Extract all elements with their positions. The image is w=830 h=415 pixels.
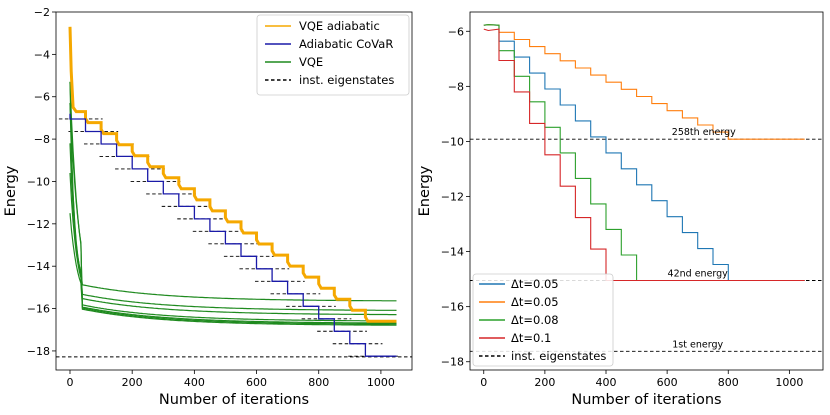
y-tick-label: −6 xyxy=(34,91,50,104)
x-tick-label: 400 xyxy=(596,376,617,389)
legend-label: Δt=0.08 xyxy=(511,313,559,327)
energy-annotation: 1st energy xyxy=(672,339,723,350)
dt-series-line xyxy=(483,24,805,140)
energy-annotation: 42nd energy xyxy=(668,269,729,280)
left-chart: 0 200 400 600 800 1000 −18 −16 −14 −12 −10 −8 −6 −4 −2… xyxy=(3,6,413,408)
y-tick-label: −18 xyxy=(27,345,50,358)
x-tick-label: 800 xyxy=(308,376,329,389)
vqe-run-line xyxy=(69,103,397,326)
dt-series-line xyxy=(483,24,805,282)
legend-box xyxy=(256,14,410,96)
x-tick-label: 600 xyxy=(657,376,678,389)
y-tick-label: −12 xyxy=(441,191,464,204)
vqe-run-line xyxy=(69,81,397,302)
x-tick-label: 200 xyxy=(534,376,555,389)
legend-label: Δt=0.1 xyxy=(511,331,551,345)
legend: VQE adiabatic Adiabatic CoVaR VQE inst. eig… xyxy=(256,14,410,96)
x-tick-label: 1000 xyxy=(775,376,803,389)
vqe-run-line xyxy=(69,103,397,311)
y-axis-label: Energy xyxy=(3,165,19,216)
plot-area xyxy=(56,26,412,358)
vqe-run-line xyxy=(69,143,397,316)
y-tick-label: −10 xyxy=(441,135,464,148)
adiabatic-covar-line xyxy=(69,113,397,357)
x-axis-label: Number of iterations xyxy=(159,392,309,408)
dt-series-line xyxy=(483,24,805,282)
legend: Δt=0.05 Δt=0.05 Δt=0.08 Δt=0.1 inst. eigenst… xyxy=(472,273,614,367)
y-tick-label: −10 xyxy=(27,175,50,188)
y-tick-label: −4 xyxy=(34,48,50,61)
y-tick-label: −14 xyxy=(441,246,464,259)
legend-label: VQE xyxy=(299,55,323,69)
legend-label: Δt=0.05 xyxy=(511,277,559,291)
dt-series-line xyxy=(483,28,805,282)
vqe-run-line xyxy=(69,213,397,324)
y-axis-label: Energy xyxy=(417,165,433,216)
vqe-adiabatic-line xyxy=(68,26,397,323)
x-tick-label: 400 xyxy=(184,376,205,389)
x-tick-label: 0 xyxy=(480,376,487,389)
vqe-run-line xyxy=(69,172,397,322)
y-tick-label: −18 xyxy=(441,356,464,369)
legend-label: Adiabatic CoVaR xyxy=(299,37,393,51)
legend-label: inst. eigenstates xyxy=(299,73,394,87)
x-tick-label: 0 xyxy=(66,376,73,389)
y-tick-label: −16 xyxy=(27,303,50,316)
energy-annotation: 258th energy xyxy=(672,127,736,138)
x-tick-label: 600 xyxy=(246,376,267,389)
y-tick-label: −16 xyxy=(441,301,464,314)
right-chart: 0 200 400 600 800 1000 −18 −16 −14 −12 −10 −8 −6 Numb… xyxy=(417,11,824,408)
axes-frame xyxy=(469,11,824,371)
plot-area xyxy=(470,24,823,352)
y-tick-label: −12 xyxy=(27,218,50,231)
legend-label: VQE adiabatic xyxy=(299,19,380,33)
y-tick-label: −8 xyxy=(448,80,464,93)
vqe-run-line xyxy=(69,81,397,325)
x-axis-label: Number of iterations xyxy=(571,392,721,408)
legend-label: inst. eigenstates xyxy=(511,349,606,363)
y-tick-label: −6 xyxy=(448,25,464,38)
y-tick-label: −2 xyxy=(34,6,50,19)
y-tick-label: −8 xyxy=(34,133,50,146)
legend-label: Δt=0.05 xyxy=(511,295,559,309)
legend-box xyxy=(472,273,614,367)
y-tick-label: −14 xyxy=(27,260,50,273)
x-tick-label: 1000 xyxy=(367,376,395,389)
axes-frame xyxy=(55,11,413,371)
x-tick-label: 800 xyxy=(718,376,739,389)
x-tick-label: 200 xyxy=(122,376,143,389)
